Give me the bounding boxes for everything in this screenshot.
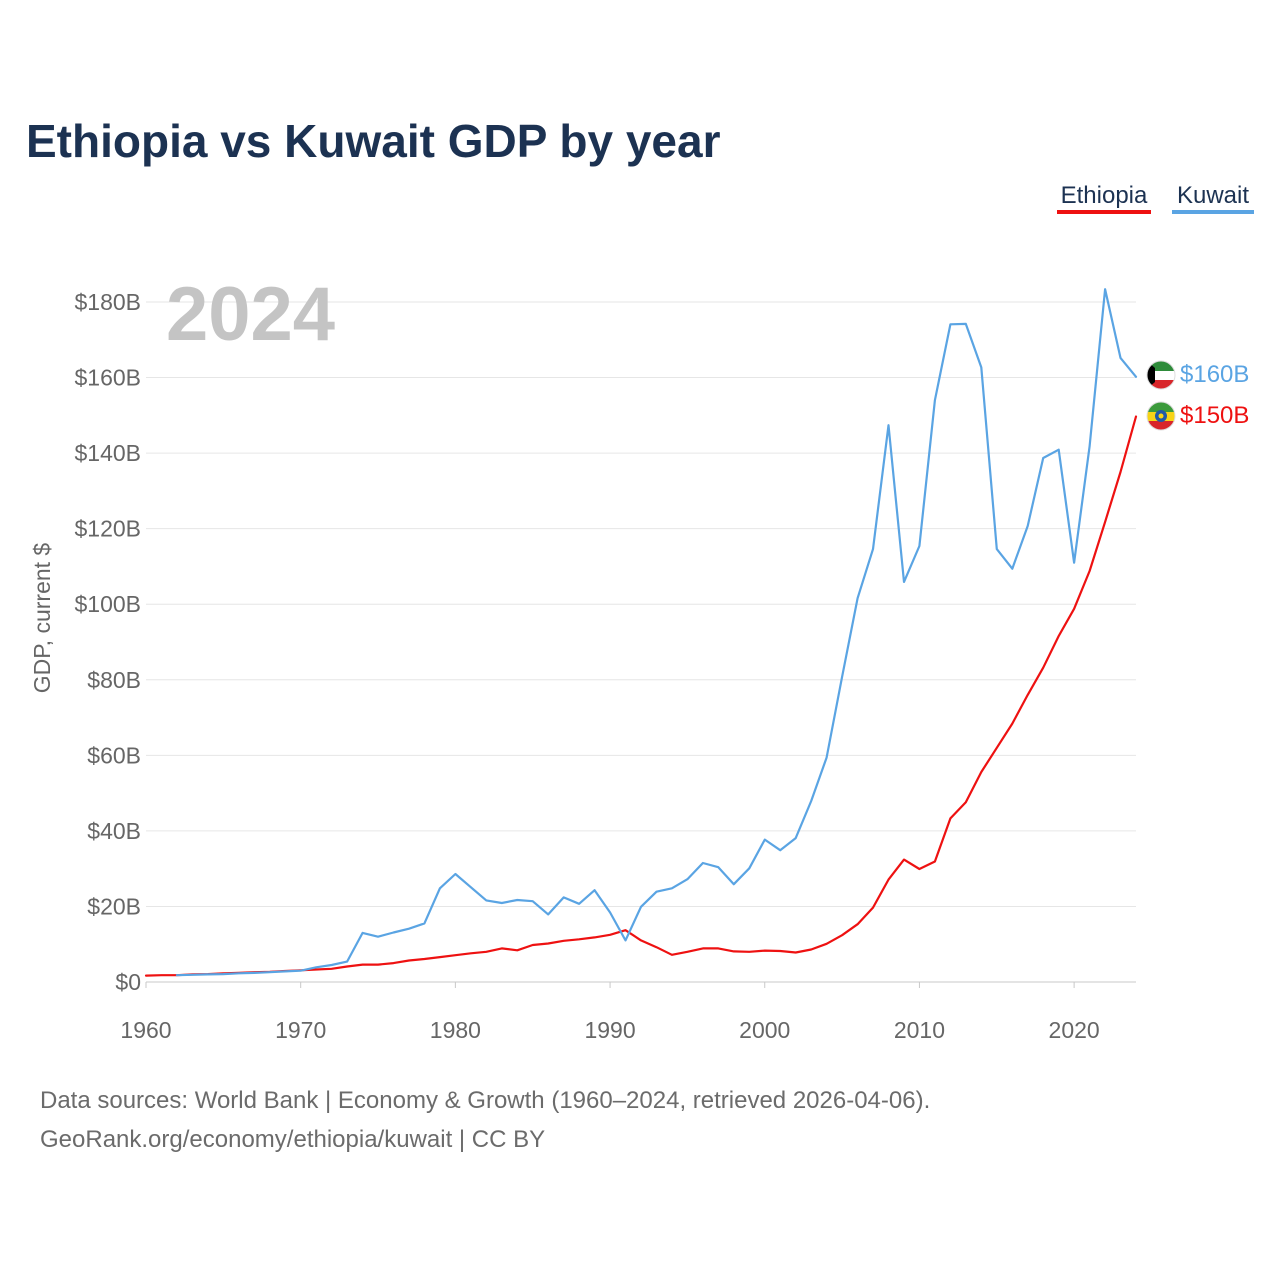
chart-title: Ethiopia vs Kuwait GDP by year — [26, 115, 721, 167]
ethiopia-flag-icon — [1146, 401, 1176, 431]
y-tick-label: $100B — [74, 591, 141, 617]
y-tick-label: $80B — [87, 667, 141, 693]
y-tick-label: $40B — [87, 818, 141, 844]
x-tick-label: 1970 — [275, 1017, 326, 1043]
x-tick-label: 2000 — [739, 1017, 790, 1043]
x-tick-label: 1980 — [430, 1017, 481, 1043]
credit-text[interactable]: GeoRank.org/economy/ethiopia/kuwait | CC… — [40, 1126, 545, 1153]
y-tick-label: $140B — [74, 440, 141, 466]
y-tick-label: $120B — [74, 516, 141, 542]
gridlines — [146, 301, 1136, 983]
x-tick-label: 1960 — [120, 1017, 171, 1043]
end-value-kuwait: $160B — [1180, 361, 1249, 388]
y-axis-label: GDP, current $ — [29, 543, 55, 694]
y-tick-label: $160B — [74, 365, 141, 391]
y-axis-ticks: $0 $20B $40B $60B $80B $100B $120B $140B $160B $1… — [74, 289, 141, 995]
legend-label-kuwait[interactable]: Kuwait — [1177, 182, 1249, 209]
legend-label-ethiopia[interactable]: Ethiopia — [1061, 182, 1148, 209]
y-tick-label: $180B — [74, 289, 141, 315]
legend-item-kuwait[interactable]: Kuwait — [1172, 182, 1254, 214]
series-lines — [144, 288, 1138, 977]
legend-item-ethiopia[interactable]: Ethiopia — [1057, 182, 1151, 214]
y-tick-label: $0 — [115, 969, 141, 995]
series-line-ethiopia[interactable] — [144, 415, 1138, 977]
y-tick-label: $20B — [87, 893, 141, 919]
x-axis-ticks: 1960 1970 1980 1990 2000 2010 2020 — [120, 982, 1100, 1043]
y-tick-label: $60B — [87, 742, 141, 768]
x-tick-label: 2020 — [1049, 1017, 1100, 1043]
x-tick-label: 1990 — [584, 1017, 635, 1043]
x-tick-label: 2010 — [894, 1017, 945, 1043]
end-value-ethiopia: $150B — [1180, 402, 1249, 429]
legend[interactable]: Ethiopia Kuwait — [1057, 182, 1254, 214]
source-text: Data sources: World Bank | Economy & Gro… — [40, 1087, 930, 1114]
kuwait-flag-icon — [1146, 360, 1176, 390]
series-line-kuwait[interactable] — [175, 288, 1138, 977]
year-marker: 2024 — [166, 272, 335, 357]
